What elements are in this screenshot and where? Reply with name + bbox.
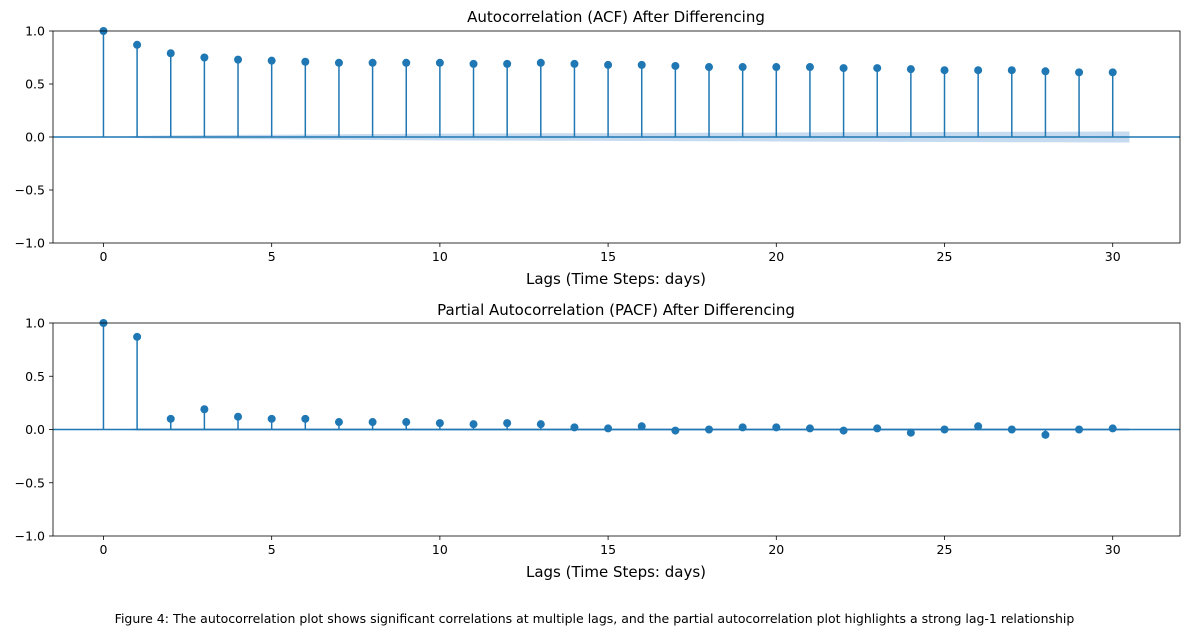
- pacf-marker-lag-14: [570, 423, 579, 432]
- acf-y-tick-label: 0.0: [25, 130, 45, 145]
- pacf-marker-lag-27: [1007, 425, 1016, 434]
- pacf-x-tick-label: 0: [99, 542, 107, 557]
- pacf-marker-lag-2: [166, 414, 175, 423]
- pacf-marker-lag-24: [906, 428, 915, 437]
- acf-marker-lag-14: [570, 59, 579, 68]
- acf-marker-lag-24: [906, 65, 915, 74]
- acf-x-tick-label: 30: [1105, 249, 1121, 264]
- acf-y-tick-label: −0.5: [15, 183, 45, 198]
- pacf-x-tick-label: 15: [600, 542, 616, 557]
- pacf-x-tick-label: 25: [937, 542, 953, 557]
- pacf-marker-lag-15: [604, 424, 613, 433]
- acf-x-tick-label: 5: [268, 249, 276, 264]
- pacf-title: Partial Autocorrelation (PACF) After Dif…: [437, 301, 795, 319]
- pacf-marker-lag-29: [1075, 425, 1084, 434]
- pacf-marker-lag-5: [267, 414, 276, 423]
- acf-marker-lag-15: [604, 60, 613, 69]
- acf-marker-lag-6: [301, 57, 310, 66]
- pacf-marker-lag-6: [301, 414, 310, 423]
- acf-marker-lag-10: [435, 58, 444, 67]
- acf-marker-lag-7: [334, 58, 343, 67]
- pacf-marker-lag-7: [334, 418, 343, 427]
- pacf-marker-lag-19: [738, 423, 747, 432]
- pacf-y-tick-label: −0.5: [15, 475, 45, 490]
- acf-y-tick-label: 0.5: [25, 77, 45, 92]
- acf-marker-lag-1: [133, 40, 142, 49]
- acf-x-tick-label: 15: [600, 249, 616, 264]
- acf-marker-lag-2: [166, 49, 175, 58]
- pacf-y-tick-label: −1.0: [15, 529, 45, 544]
- pacf-marker-lag-28: [1041, 430, 1050, 439]
- acf-marker-lag-23: [873, 64, 882, 73]
- pacf-marker-lag-30: [1108, 424, 1117, 433]
- acf-marker-lag-8: [368, 58, 377, 67]
- acf-marker-lag-4: [234, 55, 243, 64]
- pacf-x-ticks: 0 5 10 15 20 25 30: [99, 536, 1121, 557]
- pacf-stems: [99, 319, 1117, 439]
- acf-marker-lag-3: [200, 53, 209, 62]
- acf-marker-lag-9: [402, 58, 411, 67]
- pacf-panel: Partial Autocorrelation (PACF) After Dif…: [15, 301, 1181, 581]
- acf-marker-lag-11: [469, 59, 478, 68]
- acf-x-tick-label: 20: [768, 249, 784, 264]
- acf-marker-lag-18: [705, 63, 714, 72]
- pacf-marker-lag-13: [536, 420, 545, 429]
- pacf-marker-lag-12: [503, 419, 512, 428]
- figure-caption: Figure 4: The autocorrelation plot shows…: [114, 611, 1075, 626]
- pacf-marker-lag-8: [368, 418, 377, 427]
- acf-stems: [99, 27, 1117, 137]
- pacf-marker-lag-22: [839, 426, 848, 435]
- pacf-x-tick-label: 5: [268, 542, 276, 557]
- pacf-marker-lag-18: [705, 425, 714, 434]
- acf-marker-lag-22: [839, 64, 848, 73]
- pacf-marker-lag-3: [200, 405, 209, 414]
- pacf-x-axis-label: Lags (Time Steps: days): [526, 563, 706, 581]
- acf-marker-lag-20: [772, 63, 781, 72]
- pacf-x-tick-label: 20: [768, 542, 784, 557]
- acf-marker-lag-27: [1007, 66, 1016, 75]
- pacf-marker-lag-21: [805, 424, 814, 433]
- acf-marker-lag-29: [1075, 68, 1084, 77]
- pacf-marker-lag-4: [234, 412, 243, 421]
- acf-y-tick-label: 1.0: [25, 24, 45, 39]
- pacf-marker-lag-26: [974, 422, 983, 431]
- pacf-marker-lag-17: [671, 426, 680, 435]
- acf-marker-lag-13: [536, 58, 545, 67]
- acf-marker-lag-28: [1041, 67, 1050, 76]
- acf-panel: Autocorrelation (ACF) After Differencing…: [15, 8, 1181, 288]
- pacf-y-tick-label: 1.0: [25, 316, 45, 331]
- acf-y-ticks: −1.0 −0.5 0.0 0.5 1.0: [15, 24, 53, 251]
- pacf-y-tick-label: 0.5: [25, 369, 45, 384]
- pacf-y-ticks: −1.0 −0.5 0.0 0.5 1.0: [15, 316, 53, 544]
- acf-x-axis-label: Lags (Time Steps: days): [526, 270, 706, 288]
- acf-x-tick-label: 25: [937, 249, 953, 264]
- acf-marker-lag-12: [503, 59, 512, 68]
- pacf-marker-lag-25: [940, 425, 949, 434]
- acf-marker-lag-19: [738, 63, 747, 72]
- acf-x-ticks: 0 5 10 15 20 25 30: [99, 243, 1121, 264]
- acf-marker-lag-30: [1108, 68, 1117, 77]
- acf-marker-lag-21: [805, 63, 814, 72]
- acf-x-tick-label: 0: [99, 249, 107, 264]
- acf-marker-lag-25: [940, 66, 949, 75]
- pacf-marker-lag-23: [873, 424, 882, 433]
- pacf-marker-lag-9: [402, 418, 411, 427]
- pacf-marker-lag-1: [133, 332, 142, 341]
- pacf-marker-lag-16: [637, 422, 646, 431]
- pacf-marker-lag-11: [469, 420, 478, 429]
- pacf-marker-lag-20: [772, 423, 781, 432]
- pacf-marker-lag-10: [435, 419, 444, 428]
- acf-y-tick-label: −1.0: [15, 236, 45, 251]
- acf-marker-lag-16: [637, 60, 646, 69]
- acf-marker-lag-17: [671, 61, 680, 70]
- pacf-x-tick-label: 30: [1105, 542, 1121, 557]
- pacf-y-tick-label: 0.0: [25, 422, 45, 437]
- acf-marker-lag-26: [974, 66, 983, 75]
- acf-x-tick-label: 10: [432, 249, 448, 264]
- pacf-x-tick-label: 10: [432, 542, 448, 557]
- acf-marker-lag-5: [267, 56, 276, 65]
- acf-title: Autocorrelation (ACF) After Differencing: [467, 8, 765, 26]
